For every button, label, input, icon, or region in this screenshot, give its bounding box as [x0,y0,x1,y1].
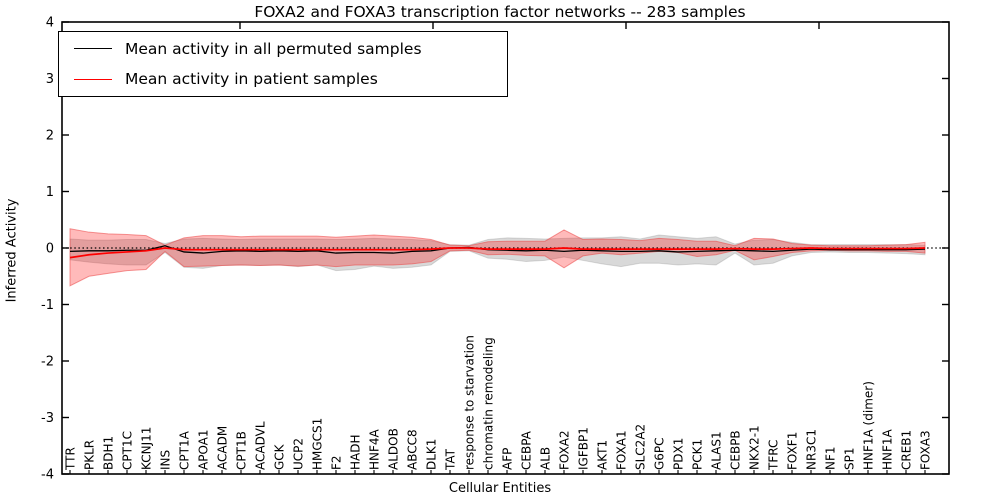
x-tick-label: AFP [501,448,515,470]
y-tick-label: 1 [46,185,54,200]
black-line-swatch-icon [74,48,112,50]
x-tick-label: CPT1B [235,431,249,470]
red-line-swatch-icon [74,78,112,80]
legend-entry-permuted: Mean activity in all permuted samples [59,35,507,63]
x-tick-label: F2 [330,455,344,470]
y-axis-label: Inferred Activity [4,198,20,303]
x-axis-label: Cellular Entities [448,481,552,496]
x-tick-label: GCK [273,443,287,470]
patient-samples-std-band [69,228,926,287]
x-tick-label: ABCC8 [406,429,420,470]
chart-title: FOXA2 and FOXA3 transcription factor net… [254,3,746,21]
x-tick-label: CPT1C [121,431,135,470]
legend-entry-patient: Mean activity in patient samples [59,65,507,93]
x-tick-label: FOXA3 [919,430,933,470]
y-tick-label: -2 [41,355,54,370]
y-tick-label: -1 [41,298,54,313]
permuted-samples-std-band [69,234,926,272]
x-tick-label: HNF4A [368,428,382,470]
x-tick-label: response to starvation [463,335,477,470]
x-tick-label: BDH1 [102,436,116,470]
x-tick-label: chromatin remodeling [482,337,496,470]
x-tick-label: ACADM [216,426,230,470]
x-tick-label: PKLR [83,440,97,470]
x-tick-label: HADH [349,435,363,471]
x-tick-label: NR3C1 [805,429,819,470]
x-tick-label: NKX2-1 [748,425,762,470]
x-tick-label: TTR [64,447,78,471]
patient-mean-line [69,247,926,259]
x-tick-label: CPT1A [178,430,192,470]
x-tick-label: PCK1 [691,439,705,470]
y-tick-label: 3 [46,72,54,87]
x-tick-label: ALAS1 [710,431,724,470]
x-tick-label: PDX1 [672,438,686,470]
y-tick-label: 0 [46,242,54,257]
x-tick-label: TAT [444,448,458,471]
x-tick-label: SP1 [843,448,857,471]
x-tick-label: INS [159,450,173,470]
x-tick-label: TFRC [767,440,781,471]
legend-label: Mean activity in all permuted samples [125,39,422,58]
y-tick-label: -4 [41,468,54,483]
x-tick-label: ALDOB [387,428,401,470]
x-tick-label: HNF1A (dimer) [862,381,876,470]
x-tick-label: HMGCS1 [311,418,325,470]
x-tick-label: ACADVL [254,421,268,470]
y-tick-label: 2 [46,129,54,144]
legend-label: Mean activity in patient samples [125,70,378,89]
x-tick-label: SLC2A2 [634,424,648,470]
x-tick-label: CEBPA [520,430,534,470]
x-tick-label: IGFBP1 [577,427,591,470]
y-tick-label: 4 [46,16,54,31]
legend: Mean activity in all permuted samples Me… [58,31,508,97]
x-tick-label: KCNJ11 [140,427,154,470]
x-tick-label: G6PC [653,437,667,470]
x-tick-label: FOXF1 [786,432,800,470]
x-tick-label: CEBPB [729,430,743,470]
x-tick-label: CREB1 [900,430,914,470]
x-tick-label: FOXA1 [615,430,629,470]
x-tick-label: AKT1 [596,440,610,470]
x-tick-label: DLK1 [425,439,439,470]
y-tick-label: -3 [41,411,54,426]
x-tick-label: ALB [539,447,553,470]
x-tick-label: UCP2 [292,438,306,470]
x-tick-label: NF1 [824,446,838,470]
x-tick-label: APOA1 [197,429,211,470]
x-tick-label: HNF1A [881,428,895,470]
x-tick-label: FOXA2 [558,430,572,470]
